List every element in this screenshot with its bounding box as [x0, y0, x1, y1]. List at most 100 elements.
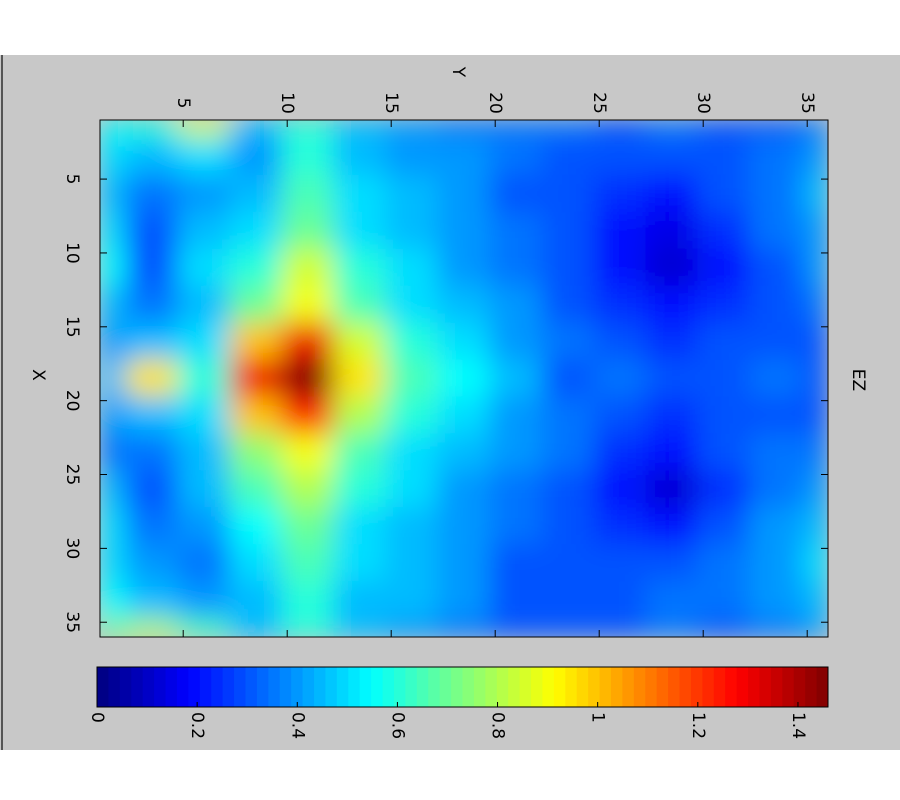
heatmap-cell [333, 248, 387, 287]
heatmap-cell [489, 322, 543, 361]
heatmap-cell [645, 174, 699, 213]
colorbar-tick-label: 1.4 [788, 712, 808, 739]
colorbar-cell [154, 667, 167, 707]
y-axis-label: Y [448, 66, 468, 78]
colorbar-cell [325, 667, 338, 707]
colorbar-cell [656, 667, 669, 707]
heatmap-cell [229, 248, 283, 287]
heatmap-cell [749, 211, 803, 250]
heatmap-cell [333, 359, 387, 398]
heatmap-cell [749, 618, 803, 637]
heatmap-cell [229, 120, 283, 139]
colorbar-frame [96, 666, 829, 708]
heatmap-cell [437, 359, 491, 398]
x-tick-label: 30 [62, 538, 82, 560]
heatmap-cell [125, 581, 179, 620]
heatmap-cell [593, 396, 647, 435]
heatmap-cell [801, 248, 828, 287]
heatmap-cell [385, 248, 439, 287]
heatmap-cell [697, 544, 751, 583]
heatmap-cell [541, 285, 595, 324]
heatmap-cell [281, 359, 335, 398]
heatmap-cell [697, 359, 751, 398]
colorbar-cell [131, 667, 144, 707]
colorbar-cell [268, 667, 281, 707]
colorbar-cell [405, 667, 418, 707]
heatmap-cell [100, 433, 127, 472]
heatmap-cell [125, 137, 179, 176]
heatmap-cell [177, 359, 231, 398]
heatmap-cell [697, 211, 751, 250]
heatmap-cell [177, 581, 231, 620]
heatmap-cell [437, 433, 491, 472]
heatmap-cell [749, 581, 803, 620]
heatmap-cell [697, 174, 751, 213]
colorbar-cell [599, 667, 612, 707]
heatmap-cell [281, 470, 335, 509]
heatmap-cell [593, 618, 647, 637]
heatmap-cell [801, 359, 828, 398]
heatmap-cell [100, 120, 127, 139]
colorbar-cell [314, 667, 326, 707]
heatmap-cell [177, 507, 231, 546]
heatmap-cell [489, 120, 543, 139]
y-tick-label: 35 [797, 92, 817, 114]
heatmap-cell [125, 544, 179, 583]
heatmap-cell [541, 248, 595, 287]
heatmap-cell [333, 285, 387, 324]
heatmap-cell [489, 544, 543, 583]
heatmap-cell [593, 120, 647, 139]
heatmap-cell [645, 433, 699, 472]
heatmap-cell [697, 322, 751, 361]
colorbar-cell [451, 667, 463, 707]
heatmap-cell [593, 544, 647, 583]
heatmap-cell [801, 396, 828, 435]
colorbar-cell [485, 667, 498, 707]
heatmap-cell [229, 507, 283, 546]
heatmap-cell [801, 618, 828, 637]
heatmap-cell [541, 470, 595, 509]
heatmap-cell [489, 618, 543, 637]
heatmap-cell [801, 507, 828, 546]
x-tick-label: 25 [62, 464, 82, 486]
heatmap-cell [281, 285, 335, 324]
heatmap-cell [177, 174, 231, 213]
heatmap-cell [437, 120, 491, 139]
colorbar-cell [645, 667, 658, 707]
colorbar-cell [816, 667, 829, 707]
colorbar-cell [119, 667, 132, 707]
heatmap-cell [125, 285, 179, 324]
heatmap-cell [385, 137, 439, 176]
heatmap-cell [177, 285, 231, 324]
colorbar-cell [542, 667, 555, 707]
heatmap-cells [100, 120, 828, 637]
heatmap-cell [697, 248, 751, 287]
heatmap-cell [333, 544, 387, 583]
heatmap-cell [749, 396, 803, 435]
heatmap-cell [281, 137, 335, 176]
colorbar-cell [610, 667, 623, 707]
heatmap-cell [333, 174, 387, 213]
heatmap-cell [593, 285, 647, 324]
heatmap-cell [593, 248, 647, 287]
heatmap-cell [645, 544, 699, 583]
heatmap-cell [749, 322, 803, 361]
y-tick-label: 5 [173, 98, 193, 109]
heatmap-cell [541, 618, 595, 637]
y-tick-label: 25 [589, 92, 609, 114]
heatmap-cell [385, 581, 439, 620]
heatmap-cell [385, 618, 439, 637]
heatmap-cell [593, 211, 647, 250]
heatmap-cell [177, 322, 231, 361]
heatmap-cell [697, 618, 751, 637]
colorbar-cell [553, 667, 566, 707]
heatmap-cell [697, 285, 751, 324]
heatmap-cell [489, 470, 543, 509]
y-tick-label: 15 [381, 92, 401, 114]
heatmap-cell [437, 507, 491, 546]
colorbar-cell [519, 667, 532, 707]
heatmap-cell [100, 285, 127, 324]
heatmap-cell [697, 507, 751, 546]
heatmap-cell [801, 120, 828, 139]
